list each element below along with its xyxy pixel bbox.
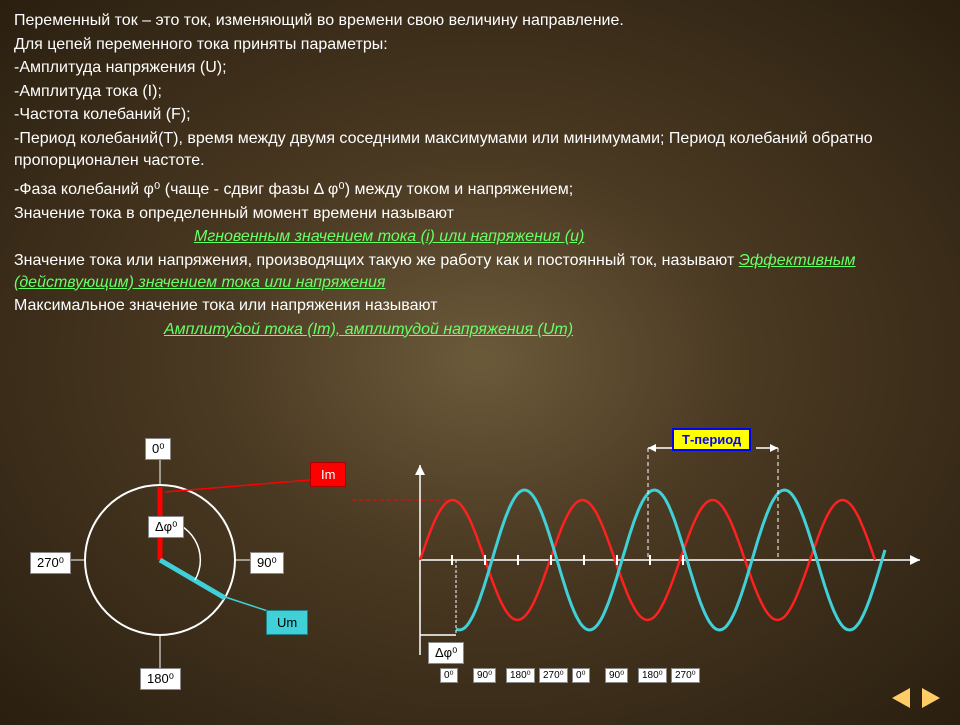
- p1: Переменный ток – это ток, изменяющий во …: [14, 10, 946, 32]
- period-label: Т-период: [672, 428, 751, 451]
- p4: -Амплитуда тока (I);: [14, 81, 946, 103]
- p2: Для цепей переменного тока приняты парам…: [14, 34, 946, 56]
- deg0-label: 0⁰: [145, 438, 171, 460]
- xtick-label: 90⁰: [473, 668, 496, 683]
- g1: Мгновенным значением тока (i) или напряж…: [14, 226, 946, 248]
- im-label: Im: [310, 462, 346, 487]
- xtick-label: 270⁰: [539, 668, 568, 683]
- nav-next-button[interactable]: [922, 688, 940, 708]
- p10: Максимальное значение тока или напряжени…: [14, 295, 946, 317]
- cyan-vector: [160, 560, 225, 598]
- xtick-label: 0⁰: [572, 668, 590, 683]
- deg90-label: 90⁰: [250, 552, 284, 574]
- xtick-label: 90⁰: [605, 668, 628, 683]
- p5: -Частота колебаний (F);: [14, 104, 946, 126]
- diagram: 0⁰ 90⁰ 180⁰ 270⁰ Δφ⁰ Im Um Т-период Δφ⁰ …: [0, 420, 960, 720]
- xtick-label: 180⁰: [638, 668, 667, 683]
- text-block: Переменный ток – это ток, изменяющий во …: [0, 0, 960, 352]
- p8: Значение тока в определенный момент врем…: [14, 203, 946, 225]
- p3: -Амплитуда напряжения (U);: [14, 57, 946, 79]
- deg180-label: 180⁰: [140, 668, 181, 690]
- dphi-circle-label: Δφ⁰: [148, 516, 184, 538]
- um-label: Um: [266, 610, 308, 635]
- p9: Значение тока или напряжения, производящ…: [14, 250, 946, 293]
- xtick-label: 180⁰: [506, 668, 535, 683]
- deg270-label: 270⁰: [30, 552, 71, 574]
- xtick-label: 270⁰: [671, 668, 700, 683]
- dphi-wave-label: Δφ⁰: [428, 642, 464, 664]
- nav-prev-button[interactable]: [892, 688, 910, 708]
- xtick-label: 0⁰: [440, 668, 458, 683]
- p6: -Период колебаний(T), время между двумя …: [14, 128, 946, 171]
- p7: -Фаза колебаний φ⁰ (чаще - сдвиг фазы Δ …: [14, 179, 946, 201]
- g3: Амплитудой тока (Im), амплитудой напряже…: [14, 319, 946, 341]
